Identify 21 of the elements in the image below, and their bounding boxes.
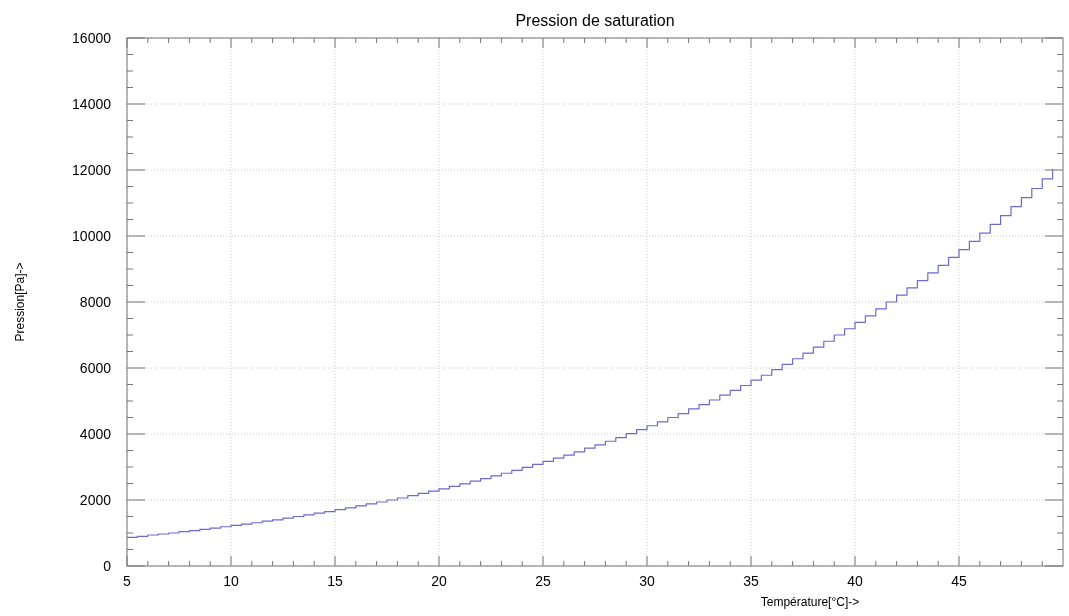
y-tick-label: 14000	[72, 96, 112, 112]
x-tick-label: 5	[123, 573, 132, 589]
chart-title: Pression de saturation	[515, 12, 675, 29]
y-tick-label: 10000	[72, 228, 112, 244]
y-axis-title: Pression[Pa]->	[13, 262, 27, 342]
x-axis-title: Température[°C]->	[760, 595, 860, 609]
x-tick-label: 10	[223, 573, 239, 589]
x-tick-label: 20	[431, 573, 447, 589]
y-tick-label: 8000	[79, 294, 112, 310]
x-tick-label: 35	[743, 573, 759, 589]
y-tick-label: 6000	[79, 360, 112, 376]
y-tick-label: 12000	[72, 162, 112, 178]
y-tick-label: 16000	[72, 30, 112, 46]
y-tick-label: 4000	[79, 426, 112, 442]
x-tick-label: 45	[951, 573, 967, 589]
y-tick-label: 0	[103, 558, 112, 574]
x-tick-label: 15	[327, 573, 343, 589]
x-tick-label: 25	[535, 573, 551, 589]
x-tick-label: 40	[847, 573, 863, 589]
y-tick-label: 2000	[79, 492, 112, 508]
x-tick-label: 30	[639, 573, 655, 589]
